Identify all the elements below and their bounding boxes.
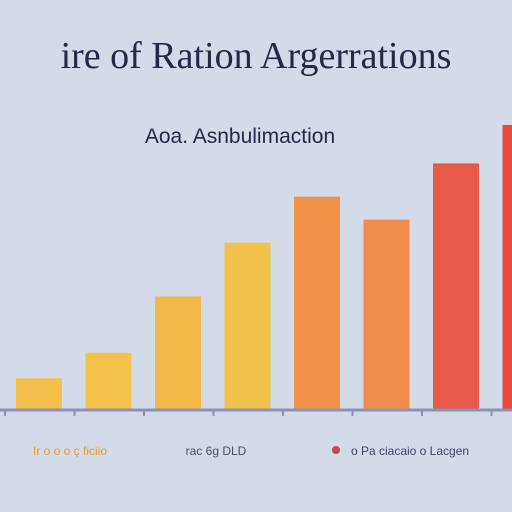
tick-accent-dot xyxy=(332,446,340,454)
bar-4 xyxy=(224,242,271,409)
x-axis-ticks xyxy=(4,410,493,416)
bar-5 xyxy=(294,196,340,409)
tick-label-group-2: rac 6g DLD xyxy=(186,444,247,458)
chart-title: ire of Ration Argerrations xyxy=(61,35,452,77)
bar-1 xyxy=(16,378,62,409)
bar-group xyxy=(16,125,512,409)
x-axis-tick-labels: Ir o o o ç ficiio rac 6g DLD o Pa ciacai… xyxy=(33,444,469,458)
bar-3 xyxy=(155,296,201,409)
bar-6 xyxy=(363,219,410,409)
chart-subtitle: Aoa. Asnbulimaction xyxy=(145,125,335,148)
tick-label-group-1: Ir o o o ç ficiio xyxy=(33,444,107,458)
bar-7 xyxy=(433,163,479,409)
tick-label-group-3: o Pa ciacaio o Lacgen xyxy=(351,444,469,458)
bar-2 xyxy=(85,352,132,409)
bar-8 xyxy=(502,125,512,409)
